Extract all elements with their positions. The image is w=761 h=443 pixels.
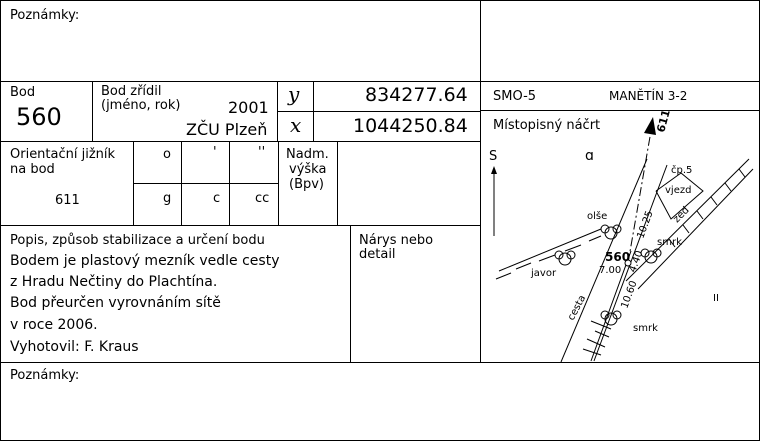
divider-narys	[350, 225, 351, 362]
map-sheet: MANĚTÍN 3-2	[609, 89, 688, 103]
unit-sec: ''	[258, 145, 266, 160]
description-header: Popis, způsob stabilizace a určení bodu	[10, 233, 265, 248]
point-611-label: 611	[654, 111, 673, 134]
sketch-label: Místopisný náčrt	[493, 118, 601, 133]
top-notes-label: Poznámky:	[10, 8, 80, 23]
location-sketch: S ɑ 611 vjezd čp.5 zed olše	[489, 111, 754, 362]
unit-c: c	[213, 191, 221, 206]
narys-label-2: detail	[359, 247, 396, 262]
symbol-a: ɑ	[585, 148, 594, 164]
tree-javor	[554, 250, 576, 266]
road-line-1	[560, 158, 648, 362]
north-arrow-head	[491, 166, 497, 174]
x-symbol: x	[290, 113, 302, 137]
cesta-label: cesta	[566, 293, 588, 322]
description-line-3: Bod přeurčen vyrovnáním sítě	[10, 295, 221, 311]
orientation-target: 611	[55, 193, 80, 208]
unit-cc: cc	[255, 191, 270, 206]
divider-units	[133, 183, 278, 184]
cp5-label: čp.5	[671, 164, 692, 176]
unit-deg: o	[163, 147, 171, 162]
frame-right	[759, 0, 760, 441]
y-value: 834277.64	[365, 84, 468, 106]
vjezd-outline	[655, 172, 704, 220]
frame-bottom	[0, 440, 760, 441]
orientation-label-1: Orientační jižník	[10, 147, 116, 162]
road-edge-lower	[590, 250, 632, 362]
field-lines	[495, 228, 602, 280]
description-line-1: Bodem je plastový mezník vedle cesty	[10, 253, 280, 269]
fence-ticks	[668, 168, 746, 248]
north-label: S	[489, 149, 497, 164]
smrk-label-1: smrk	[657, 237, 682, 248]
tree-smrk-2	[600, 310, 622, 326]
bod-zridil-year: 2001	[228, 98, 269, 117]
vjezd-label: vjezd	[665, 185, 691, 196]
tree-smrk-1	[640, 248, 662, 264]
height-label-2: výška	[289, 162, 327, 177]
distance-1025: 10.25	[635, 209, 655, 240]
x-value: 1044250.84	[353, 115, 468, 137]
direction-arrow-head	[644, 117, 656, 135]
bottom-notes-label: Poznámky:	[10, 368, 80, 383]
direction-line-611	[627, 130, 652, 264]
description-line-2: z Hradu Nečtiny do Plachtína.	[10, 274, 218, 290]
bod-label: Bod	[10, 85, 36, 100]
smrk-label-2: smrk	[633, 323, 658, 334]
description-line-5: Vyhotovil: F. Kraus	[10, 339, 139, 355]
point-560-label: 560	[605, 250, 630, 264]
road-ticks	[582, 320, 612, 356]
point-560-marker	[624, 259, 632, 267]
tree-olse	[600, 224, 622, 240]
bod-zridil-label-2: (jméno, rok)	[101, 98, 181, 113]
divider-bod	[92, 81, 93, 141]
height-label-1: Nadm.	[286, 147, 329, 162]
orientation-label-2: na bod	[10, 162, 55, 177]
divider-top-notes	[0, 81, 760, 82]
divider-map-header	[480, 110, 760, 111]
marker-ii: II	[713, 293, 719, 304]
bod-zridil-name: ZČU Plzeň	[186, 120, 268, 139]
frame-top	[0, 0, 759, 1]
olse-label: olše	[587, 210, 607, 222]
unit-grad: g	[163, 191, 172, 206]
map-code: SMO-5	[493, 89, 537, 104]
narys-label-1: Nárys nebo	[359, 233, 434, 248]
zed-label: zed	[671, 205, 691, 225]
bod-number: 560	[16, 103, 62, 131]
fence-line-2	[637, 168, 754, 290]
description-line-4: v roce 2006.	[10, 317, 98, 333]
distance-700: 7.00	[599, 265, 621, 276]
divider-height	[278, 141, 279, 225]
unit-min: '	[213, 145, 217, 160]
javor-label: javor	[530, 268, 557, 279]
bod-zridil-label-1: Bod zřídil	[101, 84, 162, 99]
divider-bottom-notes	[0, 362, 760, 363]
y-symbol: y	[288, 82, 300, 106]
divider-row1	[0, 141, 480, 142]
frame-left	[0, 0, 1, 441]
divider-coords	[277, 111, 480, 112]
divider-row2	[0, 225, 480, 226]
divider-height-value	[337, 141, 338, 225]
divider-map	[480, 0, 481, 362]
height-label-3: (Bpv)	[289, 177, 325, 192]
